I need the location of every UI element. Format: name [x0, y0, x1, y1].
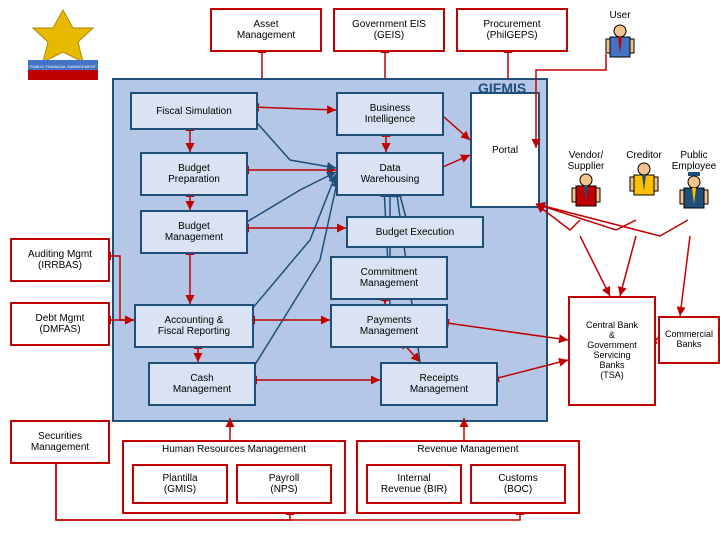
box-commercial-banks: Commercial Banks: [658, 316, 720, 364]
box-budget-management: Budget Management: [140, 210, 248, 254]
box-cash-management: Cash Management: [148, 362, 256, 406]
box-government-eis: Government EIS (GEIS): [333, 8, 445, 52]
box-business-intelligence: Business Intelligence: [336, 92, 444, 136]
box-central-bank-tsa: Central Bank & Government Servicing Bank…: [568, 296, 656, 406]
box-payroll-nps: Payroll (NPS): [236, 464, 332, 504]
box-fiscal-simulation: Fiscal Simulation: [130, 92, 258, 130]
box-plantilla-gmis: Plantilla (GMIS): [132, 464, 228, 504]
actor-user: User: [590, 10, 650, 63]
box-payments-management: Payments Management: [330, 304, 448, 348]
box-asset-management: Asset Management: [210, 8, 322, 52]
agency-logo: PUBLIC FINANCIAL MANAGEMENT: [18, 8, 108, 88]
actor-vendor-supplier: Vendor/ Supplier: [556, 150, 616, 212]
box-internal-revenue-bir: Internal Revenue (BIR): [366, 464, 462, 504]
box-securities-management: Securities Management: [10, 420, 110, 464]
svg-text:PUBLIC FINANCIAL MANAGEMENT: PUBLIC FINANCIAL MANAGEMENT: [30, 64, 97, 69]
box-data-warehousing: Data Warehousing: [336, 152, 444, 196]
box-commitment-management: Commitment Management: [330, 256, 448, 300]
box-accounting-fiscal-reporting: Accounting & Fiscal Reporting: [134, 304, 254, 348]
box-debt-mgmt: Debt Mgmt (DMFAS): [10, 302, 110, 346]
box-customs-boc: Customs (BOC): [470, 464, 566, 504]
box-receipts-management: Receipts Management: [380, 362, 498, 406]
actor-public-employee: Public Employee: [664, 150, 720, 216]
box-budget-preparation: Budget Preparation: [140, 152, 248, 196]
portal-box: Portal: [470, 92, 540, 208]
box-budget-execution: Budget Execution: [346, 216, 484, 248]
box-procurement-philgeps: Procurement (PhilGEPS): [456, 8, 568, 52]
box-auditing-mgmt: Auditing Mgmt (IRRBAS): [10, 238, 110, 282]
